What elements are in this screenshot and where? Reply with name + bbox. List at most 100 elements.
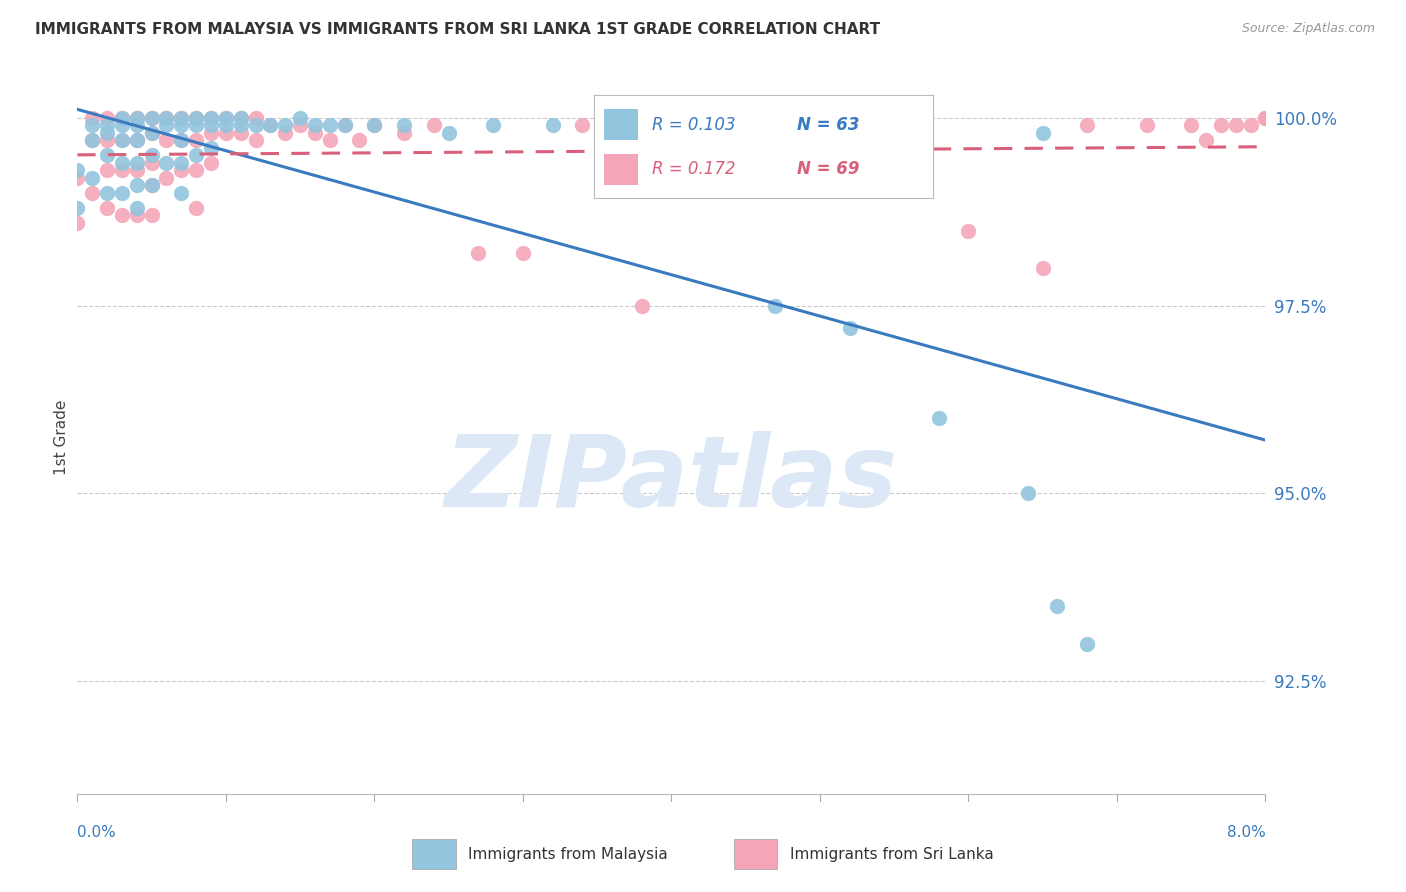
Point [82,186,104,200]
Point [630,299,652,313]
Point [155,133,177,147]
Point [245,111,267,125]
Point [141,126,163,140]
Point [125,209,148,223]
Point [200,111,222,125]
Point [96,133,118,147]
Point [392,119,415,133]
Point [111,111,134,125]
Point [333,119,356,133]
Point [186,111,208,125]
Point [141,111,163,125]
Point [96,163,118,178]
Point [111,156,134,170]
Point [957,223,980,237]
Point [170,111,193,125]
Point [111,209,134,223]
Point [125,201,148,215]
Point [229,111,252,125]
Point [82,133,104,147]
Point [186,133,208,147]
Point [1076,119,1098,133]
Point [200,126,222,140]
Point [141,178,163,193]
Point [96,148,118,162]
Point [928,411,950,425]
Point [66,163,89,178]
Point [215,119,238,133]
Point [66,201,89,215]
Point [215,111,238,125]
Point [125,178,148,193]
Point [274,126,297,140]
Point [690,119,713,133]
Text: 8.0%: 8.0% [1226,825,1265,840]
Point [229,119,252,133]
Point [288,119,311,133]
Point [125,111,148,125]
Text: ZIPatlas: ZIPatlas [444,432,898,528]
Point [82,133,104,147]
Point [155,111,177,125]
Point [141,209,163,223]
Point [111,119,134,133]
Point [170,133,193,147]
Bar [412,839,456,869]
Point [229,126,252,140]
Point [200,119,222,133]
Bar [605,109,638,140]
Point [616,119,638,133]
Point [96,126,118,140]
Point [482,119,505,133]
Text: IMMIGRANTS FROM MALAYSIA VS IMMIGRANTS FROM SRI LANKA 1ST GRADE CORRELATION CHAR: IMMIGRANTS FROM MALAYSIA VS IMMIGRANTS F… [35,22,880,37]
Text: R = 0.172: R = 0.172 [652,160,735,178]
Text: R = 0.103: R = 0.103 [652,116,735,134]
Point [794,119,817,133]
Text: Immigrants from Malaysia: Immigrants from Malaysia [468,847,668,862]
Point [304,126,326,140]
Point [125,133,148,147]
Point [155,119,177,133]
Point [704,126,727,140]
Point [111,133,134,147]
Point [423,119,446,133]
Point [186,111,208,125]
Point [838,321,860,335]
Point [82,170,104,185]
Point [349,133,371,147]
Point [125,119,148,133]
Point [186,119,208,133]
Point [82,119,104,133]
Point [571,119,593,133]
Point [170,163,193,178]
Point [245,119,267,133]
Point [304,119,326,133]
Point [259,119,281,133]
Point [170,133,193,147]
Point [363,119,385,133]
Point [1195,133,1218,147]
Point [111,186,134,200]
Point [215,126,238,140]
Bar [605,153,638,185]
Point [541,119,564,133]
Point [467,246,489,260]
Point [363,119,385,133]
Point [229,111,252,125]
Point [200,111,222,125]
Point [1032,261,1054,276]
Point [96,111,118,125]
Point [245,133,267,147]
Text: N = 63: N = 63 [797,116,860,134]
Point [155,156,177,170]
Point [319,119,342,133]
Point [82,111,104,125]
Point [1136,119,1159,133]
Point [763,299,786,313]
Point [883,133,905,147]
Point [1225,119,1247,133]
Point [111,163,134,178]
Point [1254,111,1277,125]
Point [141,156,163,170]
Point [170,119,193,133]
